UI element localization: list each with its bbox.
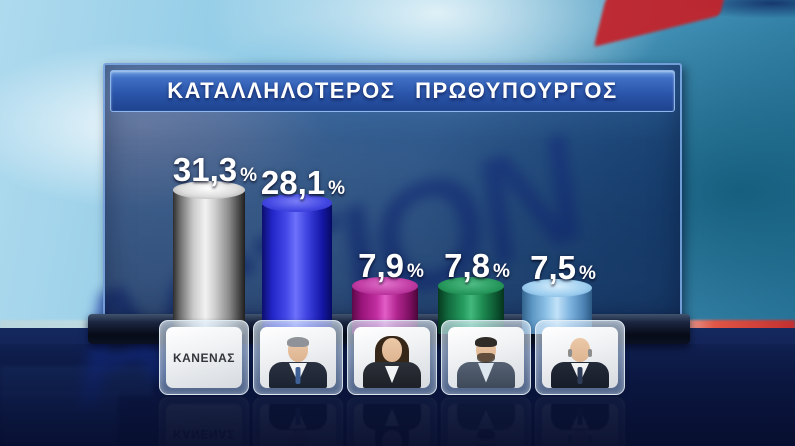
value-text: 7,8 (444, 247, 490, 284)
legend-tile-candidate-4 (535, 320, 625, 395)
bar-candidate-1 (262, 194, 332, 334)
legend-tile-candidate-1 (253, 320, 343, 395)
male-candidate-photo-2 (448, 327, 524, 388)
female-candidate-photo (354, 327, 430, 388)
value-text: 7,5 (530, 249, 576, 286)
none-label-card: ΚΑΝΕΝΑΣ (166, 327, 242, 388)
percent-sign: % (328, 178, 346, 199)
value-text: 31,3 (172, 151, 238, 188)
poll-title-bar: ΚΑΤΑΛΛΗΛΟΤΕΡΟΣ ΠΡΩΘΥΠΟΥΡΓΟΣ (110, 70, 675, 112)
bar-value-candidate-1: 28,1% (261, 165, 345, 207)
poll-title: ΚΑΤΑΛΛΗΛΟΤΕΡΟΣ ΠΡΩΘΥΠΟΥΡΓΟΣ (167, 78, 618, 103)
bar-value-none: 31,3% (173, 152, 257, 194)
percent-sign: % (406, 261, 424, 282)
none-label-reflection: ΚΑΝΕΝΑΣ (172, 427, 236, 442)
bar-value-candidate-4: 7,5% (530, 250, 596, 292)
percent-sign: % (578, 263, 596, 284)
male-candidate-photo-1 (260, 327, 336, 388)
none-label: ΚΑΝΕΝΑΣ (172, 350, 236, 365)
value-text: 7,9 (358, 247, 404, 284)
percent-sign: % (492, 261, 510, 282)
male-candidate-photo-3 (542, 327, 618, 388)
percent-sign: % (240, 165, 258, 186)
bar-value-candidate-2: 7,9% (358, 248, 424, 290)
legend-row: ΚΑΝΕΝΑΣ (159, 320, 625, 395)
legend-tile-candidate-2 (347, 320, 437, 395)
bar-none (173, 181, 245, 334)
legend-tile-none: ΚΑΝΕΝΑΣ (159, 320, 249, 395)
legend-row-reflection: ΚΑΝΕΝΑΣ (159, 397, 625, 446)
bar-value-candidate-3: 7,8% (444, 248, 510, 290)
value-text: 28,1 (260, 164, 326, 201)
legend-tile-candidate-3 (441, 320, 531, 395)
